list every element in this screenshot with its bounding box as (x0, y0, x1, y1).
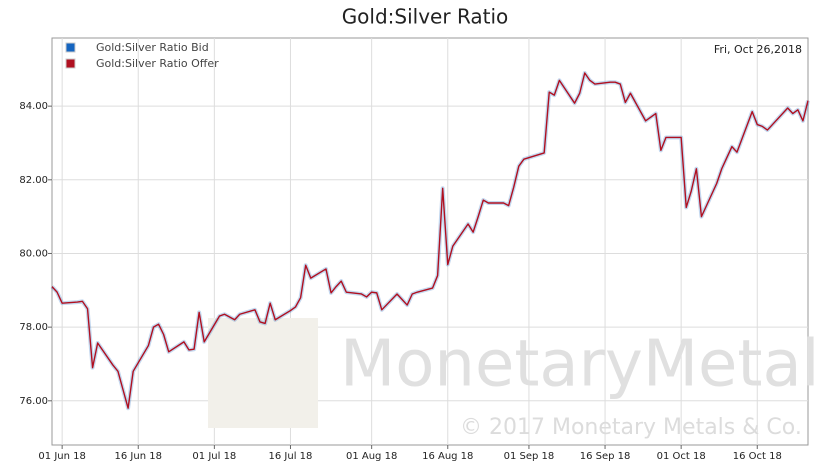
legend-swatch (65, 58, 76, 69)
legend-label: Gold:Silver Ratio Offer (96, 57, 219, 70)
watermark-copyright: © 2017 Monetary Metals & Co. (460, 415, 802, 440)
x-tick-label: 16 Aug 18 (422, 451, 473, 462)
x-tick-label: 01 Aug 18 (346, 451, 397, 462)
y-tick-label: 76.00 (19, 396, 48, 407)
x-tick-label: 16 Sep 18 (580, 451, 631, 462)
y-tick-label: 80.00 (19, 248, 48, 259)
watermark-text: MonetaryMetals (340, 328, 819, 402)
watermark: MonetaryMetals © 2017 Monetary Metals & … (208, 318, 819, 440)
legend-label: Gold:Silver Ratio Bid (96, 41, 209, 54)
x-tick-label: 01 Sep 18 (504, 451, 555, 462)
watermark-logo (208, 318, 318, 428)
x-tick-label: 16 Jul 18 (269, 451, 313, 462)
grid (52, 38, 808, 445)
x-tick-label: 16 Jun 18 (115, 451, 162, 462)
chart-title: Gold:Silver Ratio (342, 5, 509, 29)
date-annotation: Fri, Oct 26,2018 (714, 43, 802, 56)
y-tick-label: 84.00 (19, 101, 48, 112)
x-tick-label: 01 Jun 18 (38, 451, 85, 462)
legend-swatch (65, 42, 76, 53)
y-tick-label: 82.00 (19, 175, 48, 186)
series-line (51, 72, 809, 409)
x-tick-label: 01 Oct 18 (657, 451, 706, 462)
x-tick-label: 16 Oct 18 (733, 451, 782, 462)
x-tick-label: 01 Jul 18 (192, 451, 236, 462)
y-tick-label: 78.00 (19, 322, 48, 333)
